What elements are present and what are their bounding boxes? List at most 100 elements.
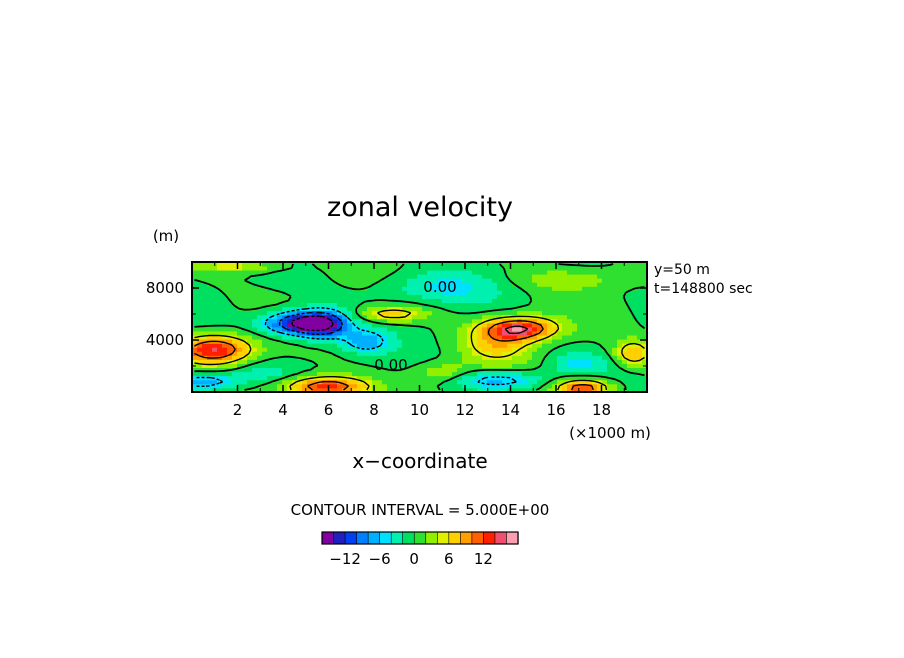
- velocity-cell: [587, 387, 593, 392]
- velocity-cell: [302, 302, 308, 308]
- velocity-cell: [552, 298, 558, 304]
- velocity-cell: [622, 286, 628, 291]
- velocity-cell: [267, 294, 273, 299]
- velocity-cell: [557, 314, 563, 320]
- velocity-cell: [347, 363, 353, 369]
- velocity-cell: [572, 270, 578, 275]
- velocity-cell: [592, 274, 598, 279]
- velocity-cell: [577, 278, 583, 283]
- velocity-cell: [437, 298, 443, 304]
- velocity-cell: [597, 290, 603, 295]
- velocity-cell: [307, 318, 313, 324]
- velocity-cell: [492, 327, 498, 332]
- velocity-cell: [537, 379, 543, 385]
- velocity-cell: [412, 343, 418, 348]
- velocity-cell: [252, 335, 258, 340]
- velocity-cell: [282, 282, 288, 287]
- velocity-cell: [507, 294, 513, 299]
- velocity-cell: [532, 294, 538, 299]
- velocity-cell: [557, 367, 563, 373]
- velocity-cell: [262, 327, 268, 332]
- velocity-cell: [462, 379, 468, 385]
- velocity-cell: [227, 306, 233, 312]
- velocity-cell: [532, 347, 538, 352]
- velocity-cell: [387, 327, 393, 332]
- velocity-cell: [247, 322, 253, 328]
- velocity-cell: [447, 302, 453, 308]
- velocity-cell: [477, 270, 483, 275]
- velocity-cell: [202, 262, 208, 267]
- velocity-cell: [572, 278, 578, 283]
- velocity-cell: [357, 387, 363, 392]
- velocity-cell: [367, 367, 373, 373]
- velocity-cell: [497, 302, 503, 308]
- velocity-cell: [257, 318, 263, 324]
- velocity-cell: [567, 278, 573, 283]
- velocity-cell: [637, 379, 643, 385]
- velocity-cell: [292, 290, 298, 295]
- velocity-cell: [312, 290, 318, 295]
- velocity-cell: [617, 335, 623, 340]
- velocity-cell: [412, 383, 418, 389]
- velocity-cell: [557, 351, 563, 356]
- velocity-cell: [237, 318, 243, 324]
- velocity-cell: [627, 318, 633, 324]
- velocity-cell: [427, 298, 433, 304]
- velocity-cell: [372, 379, 378, 385]
- velocity-cell: [407, 347, 413, 352]
- velocity-cell: [367, 327, 373, 332]
- velocity-cell: [372, 355, 378, 360]
- velocity-cell: [207, 379, 213, 385]
- velocity-cell: [472, 314, 478, 320]
- velocity-cell: [207, 290, 213, 295]
- velocity-cell: [557, 278, 563, 283]
- velocity-cell: [322, 322, 328, 328]
- velocity-cell: [387, 347, 393, 352]
- velocity-cell: [417, 363, 423, 369]
- velocity-cell: [382, 371, 388, 377]
- velocity-cell: [532, 278, 538, 283]
- velocity-cell: [427, 379, 433, 385]
- velocity-cell: [427, 310, 433, 316]
- velocity-cell: [337, 371, 343, 377]
- colorbar-swatch: [448, 531, 461, 545]
- velocity-cell: [482, 314, 488, 320]
- velocity-cell: [517, 379, 523, 385]
- velocity-cell: [427, 335, 433, 340]
- velocity-cell: [212, 306, 218, 312]
- velocity-cell: [612, 270, 618, 275]
- velocity-cell: [502, 383, 508, 389]
- velocity-cell: [477, 318, 483, 324]
- velocity-cell: [537, 367, 543, 373]
- velocity-cell: [482, 274, 488, 279]
- velocity-cell: [232, 322, 238, 328]
- annotation-time: t=148800 sec: [654, 281, 753, 297]
- velocity-cell: [502, 322, 508, 328]
- velocity-cell: [607, 290, 613, 295]
- velocity-cell: [357, 383, 363, 389]
- velocity-cell: [572, 290, 578, 295]
- velocity-cell: [257, 310, 263, 316]
- velocity-cell: [247, 351, 253, 356]
- velocity-cell: [392, 343, 398, 348]
- velocity-cell: [357, 379, 363, 385]
- velocity-cell: [352, 331, 358, 336]
- velocity-cell: [367, 339, 373, 344]
- velocity-cell: [197, 351, 203, 356]
- velocity-cell: [562, 294, 568, 299]
- velocity-cell: [337, 302, 343, 308]
- velocity-cell: [627, 294, 633, 299]
- velocity-cell: [457, 262, 463, 267]
- velocity-cell: [622, 327, 628, 332]
- velocity-cell: [592, 351, 598, 356]
- velocity-cell: [617, 359, 623, 364]
- velocity-cell: [507, 347, 513, 352]
- velocity-cell: [417, 306, 423, 312]
- velocity-cell: [317, 302, 323, 308]
- velocity-cell: [612, 355, 618, 360]
- velocity-cell: [387, 363, 393, 369]
- velocity-cell: [302, 339, 308, 344]
- velocity-cell: [482, 379, 488, 385]
- velocity-cell: [222, 286, 228, 291]
- velocity-cell: [537, 274, 543, 279]
